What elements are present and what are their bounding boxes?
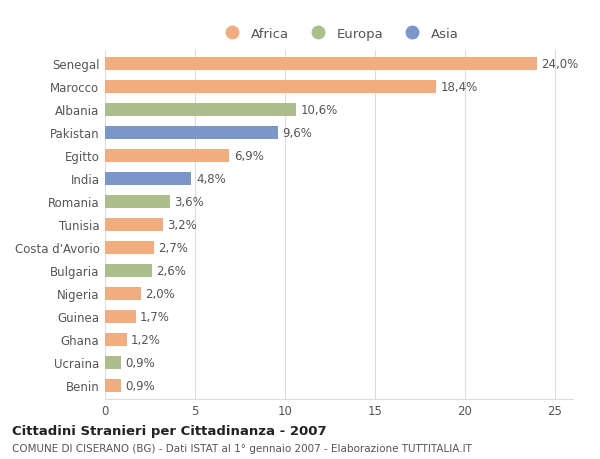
Text: 1,7%: 1,7% [140,310,170,323]
Bar [105,333,127,346]
Bar [105,196,170,208]
Bar [105,264,152,277]
Bar [105,104,296,117]
Text: COMUNE DI CISERANO (BG) - Dati ISTAT al 1° gennaio 2007 - Elaborazione TUTTITALI: COMUNE DI CISERANO (BG) - Dati ISTAT al … [12,443,472,453]
Bar [105,379,121,392]
Text: 2,0%: 2,0% [146,287,175,300]
Bar [105,287,141,300]
Bar [105,218,163,231]
Text: 10,6%: 10,6% [300,104,338,117]
Bar [105,58,537,71]
Legend: Africa, Europa, Asia: Africa, Europa, Asia [219,28,459,40]
Text: 0,9%: 0,9% [126,356,155,369]
Text: 2,7%: 2,7% [158,241,188,254]
Text: 3,2%: 3,2% [167,218,197,231]
Bar [105,356,121,369]
Text: 4,8%: 4,8% [196,173,226,185]
Bar [105,241,154,254]
Bar [105,127,278,140]
Text: Cittadini Stranieri per Cittadinanza - 2007: Cittadini Stranieri per Cittadinanza - 2… [12,425,326,437]
Bar [105,150,229,162]
Bar [105,81,436,94]
Bar [105,310,136,323]
Bar [105,173,191,185]
Text: 1,2%: 1,2% [131,333,161,346]
Text: 0,9%: 0,9% [126,379,155,392]
Text: 6,9%: 6,9% [234,150,263,162]
Text: 2,6%: 2,6% [156,264,186,277]
Text: 18,4%: 18,4% [440,81,478,94]
Text: 24,0%: 24,0% [542,58,579,71]
Text: 9,6%: 9,6% [282,127,312,140]
Text: 3,6%: 3,6% [175,196,204,208]
